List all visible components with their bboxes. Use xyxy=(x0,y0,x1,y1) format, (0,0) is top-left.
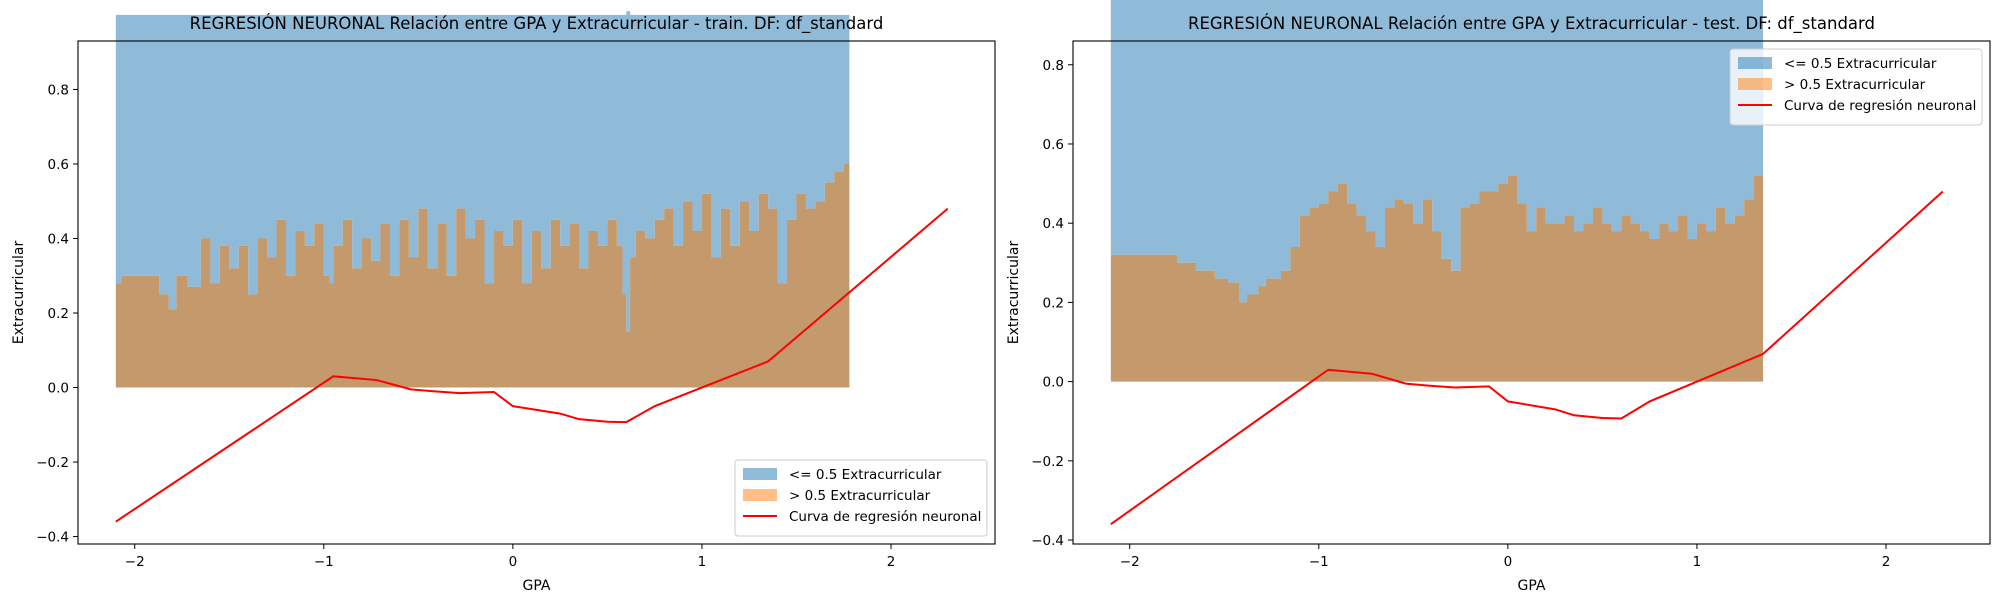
chart-train-xlabel: GPA xyxy=(523,578,551,594)
y-tick-label: 0.0 xyxy=(48,381,69,397)
chart-test-xticks: −2 −1 0 1 2 xyxy=(1120,544,1891,570)
x-tick-label: −1 xyxy=(314,554,334,570)
x-tick-label: −1 xyxy=(1309,554,1329,570)
y-tick-label: 0.0 xyxy=(1043,375,1064,391)
y-tick-label: 0.6 xyxy=(48,157,69,173)
chart-train-line xyxy=(115,207,949,523)
chart-test-yticks: −0.4 −0.2 0.0 0.2 0.4 0.6 0.8 xyxy=(1031,58,1073,549)
chart-train-yticks: −0.4 −0.2 0.0 0.2 0.4 0.6 0.8 xyxy=(36,82,78,546)
chart-train-title: REGRESIÓN NEURONAL Relación entre GPA y … xyxy=(190,14,884,34)
chart-test-areas xyxy=(1110,0,1764,382)
regression-curve xyxy=(115,207,949,523)
chart-train-areas xyxy=(115,11,850,388)
legend-swatch-low xyxy=(1738,57,1772,69)
chart-test-xlabel: GPA xyxy=(1518,578,1546,594)
legend-label-curve: Curva de regresión neuronal xyxy=(789,509,981,525)
legend-box xyxy=(734,459,988,537)
regression-curve xyxy=(1110,190,1944,526)
x-tick-label: 1 xyxy=(698,554,707,570)
chart-train-xticks: −2 −1 0 1 2 xyxy=(125,544,896,570)
legend-swatch-high xyxy=(743,489,777,501)
y-tick-label: 0.2 xyxy=(1043,295,1064,311)
y-tick-label: 0.8 xyxy=(1043,58,1064,74)
chart-train-frame xyxy=(77,40,996,545)
chart-test: −2 −1 0 1 2 −0.4 −0.2 0.0 0.2 0.4 0.6 0.8 REGRESIÓ… xyxy=(1006,0,1991,594)
x-tick-label: 2 xyxy=(1882,554,1891,570)
legend-label-high: > 0.5 Extracurricular xyxy=(1784,77,1926,93)
legend-box xyxy=(1729,48,1983,126)
y-tick-label: −0.2 xyxy=(1031,454,1064,470)
x-tick-label: −2 xyxy=(125,554,145,570)
x-tick-label: 1 xyxy=(1693,554,1702,570)
chart-train-legend: <= 0.5 Extracurricular > 0.5 Extracurric… xyxy=(734,459,988,537)
area-low-extracurricular xyxy=(1110,0,1764,303)
y-tick-label: 0.6 xyxy=(1043,137,1064,153)
legend-swatch-high xyxy=(1738,78,1772,90)
y-tick-label: −0.4 xyxy=(36,530,69,546)
x-tick-label: 0 xyxy=(1504,554,1513,570)
chart-test-title: REGRESIÓN NEURONAL Relación entre GPA y … xyxy=(1188,14,1875,34)
chart-train-ylabel: Extracurricular xyxy=(11,241,27,345)
y-tick-label: 0.4 xyxy=(48,231,69,247)
legend-swatch-low xyxy=(743,468,777,480)
chart-train: −2 −1 0 1 2 −0.4 −0.2 0.0 0.2 0.4 0.6 0.8 REGRESIÓ… xyxy=(11,11,996,594)
y-tick-label: 0.2 xyxy=(48,306,69,322)
y-tick-label: 0.4 xyxy=(1043,216,1064,232)
legend-label-low: <= 0.5 Extracurricular xyxy=(1784,56,1937,72)
area-high-extracurricular xyxy=(115,156,850,388)
legend-label-low: <= 0.5 Extracurricular xyxy=(789,467,942,483)
x-tick-label: 2 xyxy=(887,554,896,570)
area-high-extracurricular xyxy=(1110,159,1764,382)
x-tick-label: 0 xyxy=(509,554,518,570)
y-tick-label: −0.2 xyxy=(36,455,69,471)
area-low-extracurricular xyxy=(115,11,850,332)
y-tick-label: 0.8 xyxy=(48,82,69,98)
chart-test-legend: <= 0.5 Extracurricular > 0.5 Extracurric… xyxy=(1729,48,1983,126)
y-tick-label: −0.4 xyxy=(1031,533,1064,549)
x-tick-label: −2 xyxy=(1120,554,1140,570)
chart-test-ylabel: Extracurricular xyxy=(1006,241,1022,345)
legend-label-high: > 0.5 Extracurricular xyxy=(789,488,931,504)
chart-test-line xyxy=(1110,190,1944,526)
legend-label-curve: Curva de regresión neuronal xyxy=(1784,98,1976,114)
chart-test-frame xyxy=(1072,40,1991,545)
